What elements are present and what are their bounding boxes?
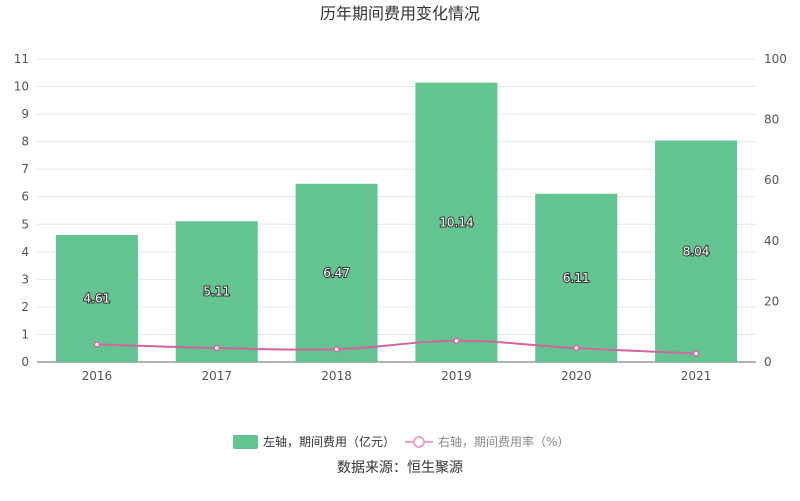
bar	[55, 235, 138, 362]
bar-value-label: 4.61	[84, 292, 111, 306]
source-note: 数据来源：恒生聚源	[337, 460, 463, 476]
bar	[655, 140, 738, 362]
legend-line-marker	[413, 436, 425, 448]
left-tick-label: 9	[21, 107, 29, 121]
series-line	[96, 339, 697, 355]
left-axis: 0 1 2 3 4 5 6 7 8 9 10 11	[14, 52, 29, 369]
right-axis: 0 20 40 60 80 100	[764, 52, 787, 369]
line-point	[453, 337, 460, 345]
bar	[535, 193, 618, 362]
legend: 左轴，期间费用（亿元） 右轴，期间费用率（%）	[233, 434, 569, 449]
line-point	[333, 346, 340, 353]
left-tick-label: 8	[21, 135, 29, 149]
left-tick-label: 11	[14, 52, 29, 66]
bar-value-label: 5.11	[203, 285, 230, 299]
bar	[415, 82, 498, 363]
left-tick-label: 3	[21, 272, 29, 286]
left-tick-label: 2	[21, 300, 29, 314]
line-point	[573, 344, 580, 352]
left-tick-label: 7	[21, 162, 29, 176]
left-tick-label: 1	[21, 327, 29, 341]
bar-labels: 4.61 5.11 6.47 10.14 6.11 8.04	[83, 214, 711, 306]
right-tick-label: 0	[764, 355, 772, 369]
legend-bar-label: 左轴，期间费用（亿元）	[263, 434, 395, 449]
left-tick-label: 5	[21, 217, 29, 231]
x-tick-label: 2021	[681, 369, 712, 383]
bar-value-label: 6.11	[563, 271, 590, 285]
line-series	[93, 337, 700, 357]
x-tick-label: 2019	[441, 369, 472, 383]
x-tick-label: 2016	[82, 369, 113, 383]
bar-series	[55, 82, 738, 363]
gridlines	[37, 58, 756, 335]
left-tick-label: 6	[21, 190, 29, 204]
left-tick-label: 0	[21, 355, 29, 369]
left-tick-label: 4	[21, 245, 29, 259]
chart-title: 历年期间费用变化情况	[320, 4, 480, 23]
bar	[295, 183, 378, 362]
line-point	[93, 341, 101, 348]
bar	[175, 221, 258, 362]
bar-value-label: 6.47	[323, 266, 350, 280]
right-tick-label: 60	[764, 173, 779, 187]
legend-line-label: 右轴，期间费用率（%）	[438, 434, 569, 449]
left-tick-label: 10	[14, 80, 29, 94]
legend-bar-swatch	[233, 435, 258, 449]
x-tick-label: 2020	[561, 369, 592, 383]
x-tick-label: 2018	[321, 369, 352, 383]
line-point	[692, 350, 700, 357]
x-axis: 2016 2017 2018 2019 2020 2021	[82, 369, 712, 383]
right-tick-label: 100	[764, 52, 787, 66]
x-tick-label: 2017	[201, 369, 232, 383]
right-tick-label: 80	[764, 113, 779, 127]
line-point	[213, 344, 220, 352]
right-tick-label: 20	[764, 294, 779, 308]
bar-value-label: 8.04	[683, 244, 710, 258]
bar-value-label: 10.14	[439, 215, 473, 229]
right-tick-label: 40	[764, 234, 779, 248]
